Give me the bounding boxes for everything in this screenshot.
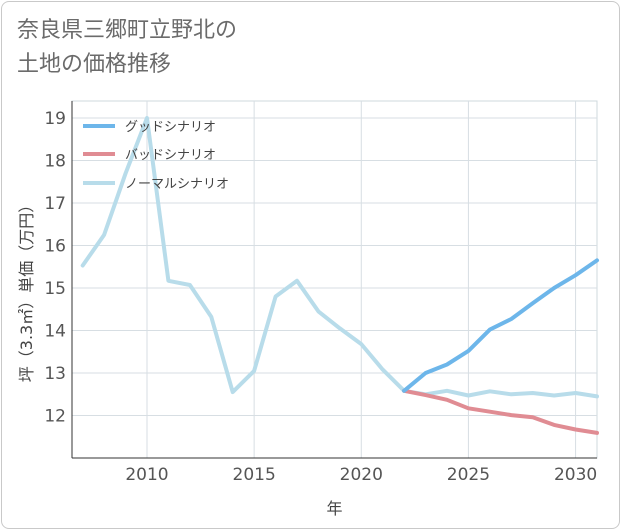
x-tick-label: 2015 bbox=[233, 465, 276, 485]
axes: 2010 2015 2020 2025 2030 12 13 14 15 16 17 18 19 bbox=[44, 101, 597, 485]
y-tick-label: 16 bbox=[44, 237, 66, 257]
series-line-normal bbox=[80, 116, 599, 399]
y-tick-label: 18 bbox=[44, 152, 66, 172]
x-tick-label: 2020 bbox=[340, 465, 383, 485]
legend-label-normal: ノーマルシナリオ bbox=[125, 177, 229, 192]
x-axis-label: 年 bbox=[326, 499, 342, 518]
series-line-bad bbox=[402, 388, 599, 435]
y-tick-label: 15 bbox=[44, 279, 66, 299]
x-tick-label: 2025 bbox=[447, 465, 490, 485]
legend-label-good: グッドシナリオ bbox=[125, 120, 216, 135]
y-tick-label: 13 bbox=[44, 364, 66, 384]
y-tick-label: 14 bbox=[44, 322, 66, 342]
series-line-good bbox=[402, 258, 599, 393]
y-tick-label: 17 bbox=[44, 194, 66, 214]
y-tick-label: 19 bbox=[44, 109, 66, 129]
legend-label-bad: バッドシナリオ bbox=[125, 148, 216, 163]
series-lines bbox=[80, 116, 599, 435]
y-tick-label: 12 bbox=[44, 407, 66, 427]
chart-title: 奈良県三郷町立野北の 土地の価格推移 bbox=[17, 18, 238, 77]
grid bbox=[71, 100, 598, 459]
y-axis-label: 坪（3.3㎡）単価（万円） bbox=[17, 197, 36, 382]
x-tick-label: 2010 bbox=[125, 465, 168, 485]
x-tick-label: 2030 bbox=[554, 465, 597, 485]
